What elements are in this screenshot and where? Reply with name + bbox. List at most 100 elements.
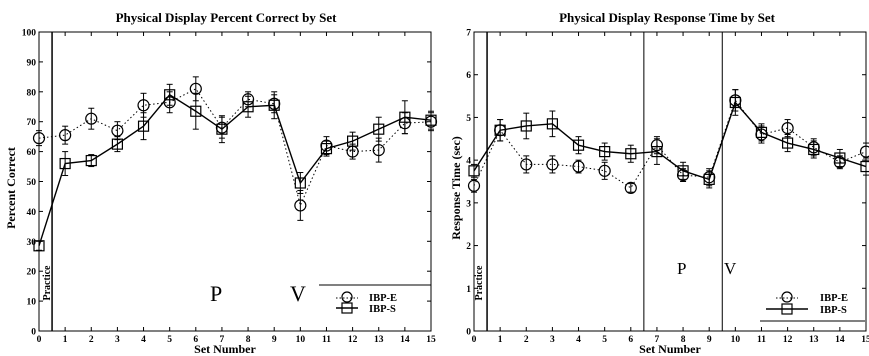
right-y-tick-label: 1: [466, 285, 471, 295]
right-point-ibp-s: [703, 173, 715, 185]
left-y-tick-label: 10: [27, 298, 37, 308]
right-point-ibp-s: [599, 146, 611, 158]
left-x-tick-label: 12: [348, 335, 358, 345]
right-x-tick-label: 14: [835, 335, 845, 345]
left-x-tick-label: 15: [426, 335, 436, 345]
right-x-tick-label: 1: [498, 335, 503, 345]
left-y-tick-label: 0: [31, 328, 36, 338]
right-point-ibp-s: [520, 120, 532, 132]
left-point-ibp-s: [85, 154, 97, 167]
left-point-ibp-s: [242, 101, 254, 113]
left-point-ibp-s: [294, 177, 306, 189]
right-point-ibp-e: [520, 158, 533, 171]
right-legend-ibp-e: IBP-E: [820, 293, 848, 304]
left-point-ibp-s: [216, 123, 228, 135]
right-x-tick-label: 15: [861, 335, 869, 345]
left-y-tick-label: 100: [22, 29, 37, 39]
right-y-tick-label: 0: [466, 328, 471, 338]
right-x-tick-label: 3: [550, 335, 555, 345]
right-point-ibp-e: [467, 179, 481, 192]
left-y-axis-label: Percent Correct: [4, 147, 18, 229]
left-point-ibp-s: [268, 99, 280, 111]
left-x-tick-label: 5: [167, 335, 172, 345]
left-p-label: P: [210, 281, 222, 306]
right-legend-circle-marker: [781, 291, 793, 303]
right-x-tick-label: 13: [809, 335, 819, 345]
right-y-tick-label: 2: [466, 242, 471, 252]
left-y-tick-label: 90: [27, 58, 37, 68]
left-x-tick-label: 8: [246, 335, 251, 345]
right-point-ibp-s: [781, 137, 794, 149]
right-x-axis-label: Set Number: [639, 342, 701, 356]
left-x-tick-label: 13: [374, 335, 384, 345]
right-x-tick-label: 5: [602, 335, 607, 345]
right-y-axis-label: Response Time (sec): [449, 136, 463, 240]
left-y-tick-label: 30: [27, 238, 37, 248]
left-point-ibp-s: [164, 89, 176, 101]
left-x-tick-label: 7: [220, 335, 225, 345]
right-point-ibp-s: [755, 126, 768, 138]
right-y-tick-label: 3: [466, 199, 471, 209]
left-y-tick-label: 20: [27, 268, 37, 278]
left-x-axis-label: Set Number: [194, 342, 256, 356]
left-point-ibp-s: [111, 138, 124, 150]
right-legend: IBP-E IBP-S: [760, 291, 865, 322]
left-point-ibp-s: [137, 120, 150, 132]
right-chart-title: Physical Display Response Time by Set: [559, 10, 776, 25]
left-point-ibp-s: [59, 157, 71, 170]
right-point-ibp-e: [781, 122, 794, 135]
right-point-ibp-s: [572, 139, 585, 151]
right-point-ibp-e: [859, 145, 869, 158]
left-v-label: V: [290, 281, 306, 306]
right-x-tick-label: 11: [757, 335, 766, 345]
left-x-tick-label: 2: [89, 335, 94, 345]
left-point-ibp-s: [347, 135, 359, 147]
left-point-ibp-s: [373, 123, 385, 135]
right-p-label: P: [677, 259, 686, 278]
left-series-ibp-s-line: [38, 93, 432, 246]
right-x-tick-label: 0: [472, 335, 477, 345]
left-y-tick-label: 50: [27, 178, 37, 188]
left-point-ibp-e: [32, 132, 46, 145]
left-point-ibp-s: [425, 114, 437, 126]
right-legend-ibp-s: IBP-S: [820, 305, 847, 316]
right-y-tick-label: 4: [466, 157, 471, 167]
left-legend: IBP-E IBP-S: [319, 284, 431, 315]
right-point-ibp-e: [598, 164, 611, 177]
left-point-ibp-e: [294, 199, 307, 212]
left-point-ibp-s: [190, 105, 202, 117]
left-x-tick-label: 6: [193, 335, 198, 345]
right-point-ibp-s: [546, 118, 559, 130]
right-practice-label: Practice: [474, 265, 485, 301]
right-series-ibp-e-line: [473, 99, 867, 189]
right-point-ibp-s: [494, 124, 506, 136]
left-legend-circle-marker: [341, 291, 353, 303]
right-point-ibp-s: [677, 165, 689, 177]
response-time-chart: Physical Display Response Time by Set Se…: [449, 10, 869, 356]
left-y-tick-label: 40: [27, 208, 37, 218]
left-x-tick-label: 3: [115, 335, 120, 345]
right-point-ibp-s: [468, 165, 480, 177]
left-legend-ibp-s: IBP-S: [369, 304, 396, 315]
right-series-ibp-s-line: [473, 101, 867, 181]
right-y-tick-label: 7: [466, 29, 471, 39]
right-point-ibp-e: [546, 158, 559, 171]
left-x-tick-label: 11: [322, 335, 331, 345]
left-plot-frame: [38, 31, 432, 332]
left-x-tick-label: 4: [141, 335, 146, 345]
left-point-ibp-s: [399, 111, 411, 123]
left-point-ibp-e: [85, 112, 98, 125]
left-x-tick-label: 14: [400, 335, 410, 345]
right-v-label: V: [724, 259, 737, 278]
right-x-tick-label: 8: [681, 335, 686, 345]
left-point-ibp-s: [320, 143, 333, 155]
left-y-tick-label: 70: [27, 118, 37, 128]
right-point-ibp-s: [651, 146, 663, 158]
right-plot-frame: [473, 31, 867, 332]
right-x-tick-label: 2: [524, 335, 529, 345]
right-y-tick-label: 6: [466, 71, 471, 81]
right-point-ibp-e: [624, 181, 637, 195]
left-point-ibp-e: [137, 99, 150, 112]
right-point-ibp-e: [572, 160, 585, 173]
